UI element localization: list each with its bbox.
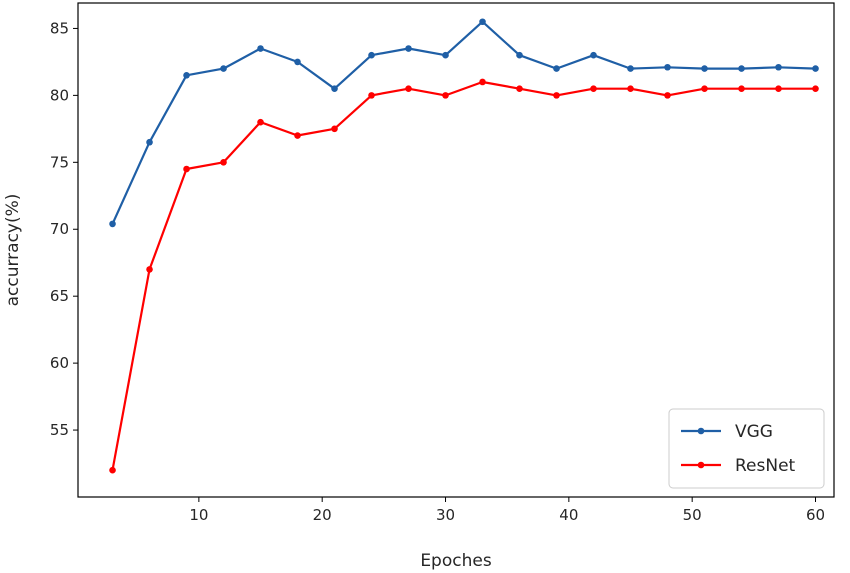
data-point-vgg [738,65,745,72]
data-point-vgg [516,51,523,59]
data-point-vgg [183,71,190,79]
data-point-resnet [701,85,708,92]
y-tick-label: 55 [50,421,69,439]
legend-label-resnet: ResNet [735,456,796,476]
data-point-resnet [738,85,745,92]
data-point-resnet [183,165,190,173]
y-tick-label: 65 [50,287,69,305]
y-tick-label: 60 [50,354,69,372]
data-point-vgg [627,65,634,72]
x-axis-title: Epoches [420,551,492,571]
legend-label-vgg: VGG [735,422,773,442]
data-point-resnet [368,92,375,99]
data-point-resnet [627,85,634,92]
y-tick-label: 70 [50,220,69,238]
y-tick-label: 85 [50,19,69,37]
plot-marks [109,18,819,474]
data-point-resnet [553,92,560,99]
data-point-resnet [220,159,227,166]
data-point-vgg [664,63,671,71]
data-point-resnet [590,85,597,92]
series-line-resnet [111,80,816,471]
data-point-vgg [257,45,264,52]
x-tick-label: 10 [189,506,208,524]
data-point-vgg [590,51,597,59]
data-point-resnet [109,466,116,474]
series-line-vgg [111,20,816,225]
data-point-resnet [812,85,819,92]
data-point-vgg [294,58,301,66]
y-tick-label: 75 [50,153,69,171]
data-point-vgg [331,85,338,92]
x-axis: 10 20 30 40 50 60 [189,497,825,524]
data-point-vgg [220,65,227,72]
data-point-vgg [775,63,782,71]
x-tick-label: 60 [806,506,825,524]
x-tick-label: 30 [436,506,455,524]
data-point-vgg [701,65,708,72]
data-point-resnet [775,85,782,92]
plot-frame [77,2,835,498]
data-point-vgg [812,65,819,72]
data-point-vgg [146,138,153,146]
data-point-resnet [442,92,449,99]
legend-marker-resnet [697,461,705,469]
y-axis-title: accurracy(%) [3,194,23,307]
data-point-resnet [294,132,301,139]
legend: VGG ResNet [668,408,825,489]
data-point-resnet [331,125,338,133]
x-tick-label: 20 [313,506,332,524]
x-tick-label: 50 [683,506,702,524]
data-point-vgg [109,220,116,228]
y-tick-label: 80 [50,86,69,104]
data-point-vgg [442,51,449,59]
data-point-vgg [479,18,486,26]
data-point-resnet [257,118,264,126]
data-point-vgg [368,51,375,59]
data-point-resnet [146,266,153,273]
legend-marker-vgg [697,427,705,435]
y-axis: 55 60 65 70 75 80 85 [50,19,78,439]
x-tick-label: 40 [559,506,578,524]
data-point-vgg [553,65,560,72]
data-point-resnet [405,85,412,92]
data-point-vgg [405,45,412,52]
data-point-resnet [664,92,671,99]
legend-box [668,408,825,489]
data-point-resnet [479,78,486,86]
data-point-resnet [516,85,523,92]
